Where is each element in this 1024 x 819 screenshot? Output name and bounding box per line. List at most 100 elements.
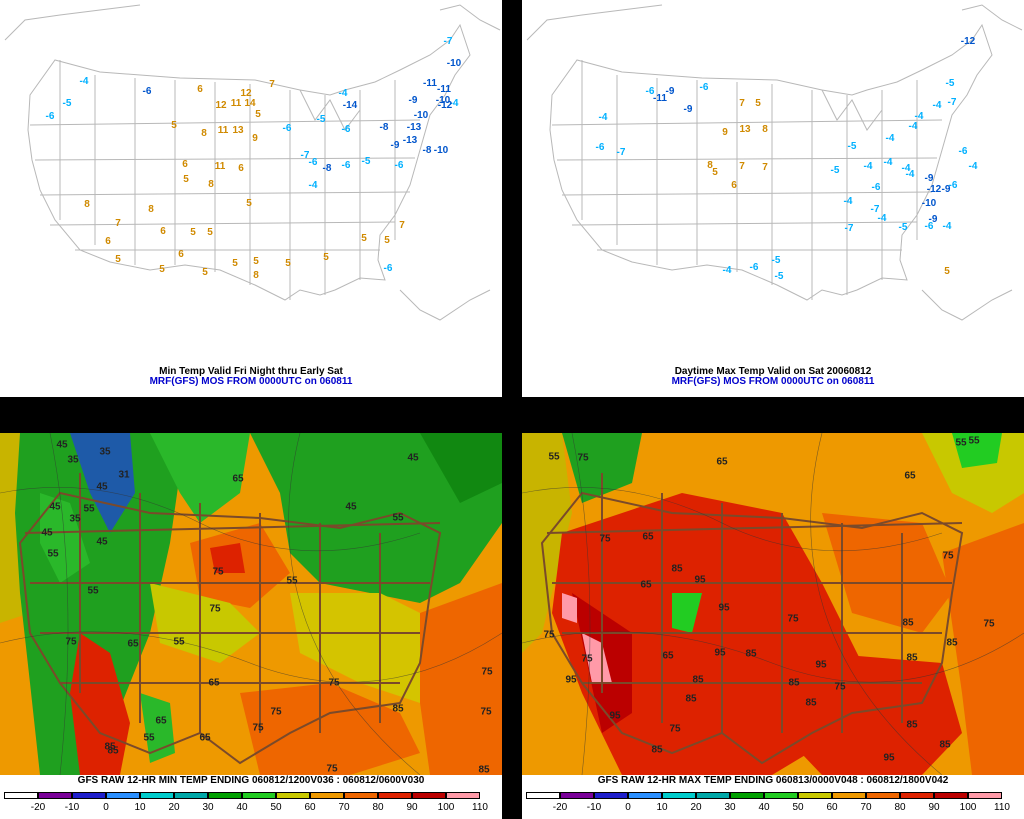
station-value: -4: [885, 133, 895, 144]
station-value: -10: [433, 145, 449, 156]
contour-label: 85: [902, 617, 914, 629]
colorbar-tick-label: 50: [270, 802, 282, 813]
station-value: -6: [45, 111, 55, 122]
contour-label: 85: [671, 563, 683, 575]
station-value: -5: [945, 78, 955, 89]
contour-label: 75: [834, 681, 846, 693]
station-value: -7: [300, 150, 310, 161]
raw-min-temp-panel: 45 35 35 31 45 55 45 35 65 45 45 45 55 75 55 55 45 55 75 65…: [0, 433, 502, 819]
station-value: -10: [446, 58, 462, 69]
contour-label: 55: [968, 435, 980, 447]
contour-label: 55: [286, 575, 298, 587]
contour-label: 95: [815, 659, 827, 671]
station-value: -8: [322, 163, 332, 174]
station-value: -6: [924, 221, 934, 232]
contour-label: 85: [745, 648, 757, 660]
station-value: -6: [645, 86, 655, 97]
station-value: -5: [62, 98, 72, 109]
station-value: 6: [182, 159, 188, 170]
model-caption: MRF(GFS) MOS FROM 0000UTC on 060811: [671, 376, 875, 387]
colorbar-swatch: [72, 792, 106, 799]
contour-label: 45: [96, 536, 108, 548]
contour-label: 45: [345, 501, 357, 513]
station-value: 5: [712, 167, 718, 178]
contour-label: 85: [392, 703, 404, 715]
station-value: 6: [238, 163, 244, 174]
colorbar-tick-label: -10: [586, 802, 602, 813]
colorbar-tick-label: 80: [372, 802, 384, 813]
contour-label: 65: [208, 677, 220, 689]
contour-label: 75: [270, 706, 282, 718]
colorbar-swatch: [140, 792, 174, 799]
colorbar-swatch: [412, 792, 446, 799]
station-value: -6: [308, 157, 318, 168]
colorbar-tick-label: 30: [202, 802, 214, 813]
contour-label: 95: [718, 602, 730, 614]
contour-label: 95: [694, 574, 706, 586]
station-value: 5: [183, 174, 189, 185]
station-value: -5: [771, 255, 781, 266]
contour-label: 75: [252, 722, 264, 734]
colorbar-swatch: [628, 792, 662, 799]
colorbar-tick-label: 110: [472, 802, 488, 813]
station-value: 5: [944, 266, 950, 277]
min-temp-contour-map: [0, 433, 502, 775]
station-value: -11: [437, 84, 451, 95]
colorbar-tick-label: 110: [994, 802, 1010, 813]
contour-label: 55: [392, 512, 404, 524]
station-value: -14: [342, 100, 358, 111]
colorbar-tick-label: 90: [406, 802, 418, 813]
station-value: 9: [252, 133, 258, 144]
station-value: -6: [595, 142, 605, 153]
colorbar-swatch: [174, 792, 208, 799]
station-value: -9: [390, 140, 400, 151]
contour-label: 45: [41, 527, 53, 539]
contour-label: 31: [118, 469, 130, 481]
contour-label: 75: [481, 666, 493, 678]
station-value: -4: [901, 163, 911, 174]
contour-label: 75: [65, 636, 77, 648]
station-value: 5: [159, 264, 165, 275]
station-value: -4: [968, 161, 978, 172]
contour-label: 45: [49, 501, 61, 513]
station-value: -4: [905, 169, 915, 180]
station-value: 11: [214, 161, 226, 172]
contour-label: 75: [669, 723, 681, 735]
station-value: -6: [341, 124, 351, 135]
contour-label: 85: [946, 637, 958, 649]
station-value: 5: [384, 235, 390, 246]
colorbar-swatch: [378, 792, 412, 799]
colorbar-swatch: [242, 792, 276, 799]
station-value: -7: [443, 36, 453, 47]
station-value: -5: [774, 271, 784, 282]
station-value: -4: [877, 213, 887, 224]
colorbar-tick-label: 80: [894, 802, 906, 813]
station-value: -6: [394, 160, 404, 171]
colorbar-swatch: [310, 792, 344, 799]
station-value: 12: [240, 88, 252, 99]
station-value: -6: [142, 86, 152, 97]
station-value: -12: [437, 100, 453, 111]
contour-label: 65: [662, 650, 674, 662]
station-value: -9: [924, 173, 934, 184]
colorbar-swatch: [276, 792, 310, 799]
colorbar-tick-label: 90: [928, 802, 940, 813]
contour-label: 35: [99, 446, 111, 458]
colorbar-swatch: [594, 792, 628, 799]
station-value: -6: [749, 262, 759, 273]
station-value: 12: [215, 100, 227, 111]
contour-label: 75: [480, 706, 492, 718]
colorbar-tick-label: 10: [656, 802, 668, 813]
station-value: 5: [202, 267, 208, 278]
station-value: -11: [653, 93, 667, 104]
station-value: 6: [160, 226, 166, 237]
station-value: -12: [926, 184, 942, 195]
station-value: -9: [408, 95, 418, 106]
model-caption: MRF(GFS) MOS FROM 0000UTC on 060811: [149, 376, 353, 387]
temperature-colorbar: -20 -10 0 10 20 30 40 50 60 70 80 90 100 110: [0, 786, 502, 819]
contour-label: 95: [565, 674, 577, 686]
contour-label: 55: [143, 732, 155, 744]
us-basemap: [526, 4, 1023, 321]
station-value: -12: [960, 36, 976, 47]
station-value: 7: [269, 79, 275, 90]
